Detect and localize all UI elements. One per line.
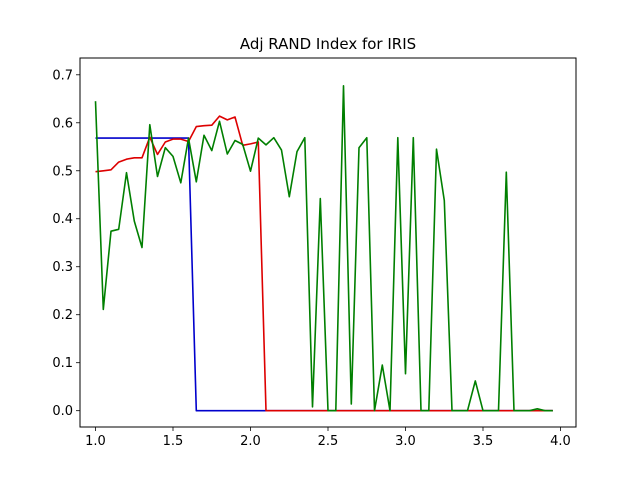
chart-title: Adj RAND Index for IRIS xyxy=(240,35,416,53)
series-layer xyxy=(94,85,553,412)
y-tick-label: 0.2 xyxy=(52,308,73,323)
y-tick-label: 0.1 xyxy=(52,356,73,371)
x-tick-label: 1.5 xyxy=(163,434,184,449)
x-tick-label: 2.5 xyxy=(318,434,339,449)
x-axis: 1.0 1.5 2.0 2.5 3.0 3.5 4.0 xyxy=(85,427,571,449)
y-tick-label: 0.4 xyxy=(52,212,73,227)
x-tick-label: 3.5 xyxy=(473,434,494,449)
x-tick-label: 3.0 xyxy=(395,434,416,449)
y-tick-label: 0.5 xyxy=(52,164,73,179)
y-axis: 0.0 0.1 0.2 0.3 0.4 0.5 0.6 0.7 xyxy=(52,68,80,419)
y-tick-label: 0.0 xyxy=(52,404,73,419)
x-tick-label: 2.0 xyxy=(240,434,261,449)
series-line-3 xyxy=(94,85,553,412)
series-line-2 xyxy=(95,115,553,412)
x-tick-label: 1.0 xyxy=(85,434,106,449)
y-tick-label: 0.7 xyxy=(52,68,73,83)
y-tick-label: 0.6 xyxy=(52,116,73,131)
y-tick-label: 0.3 xyxy=(52,260,73,275)
x-tick-label: 4.0 xyxy=(550,434,571,449)
